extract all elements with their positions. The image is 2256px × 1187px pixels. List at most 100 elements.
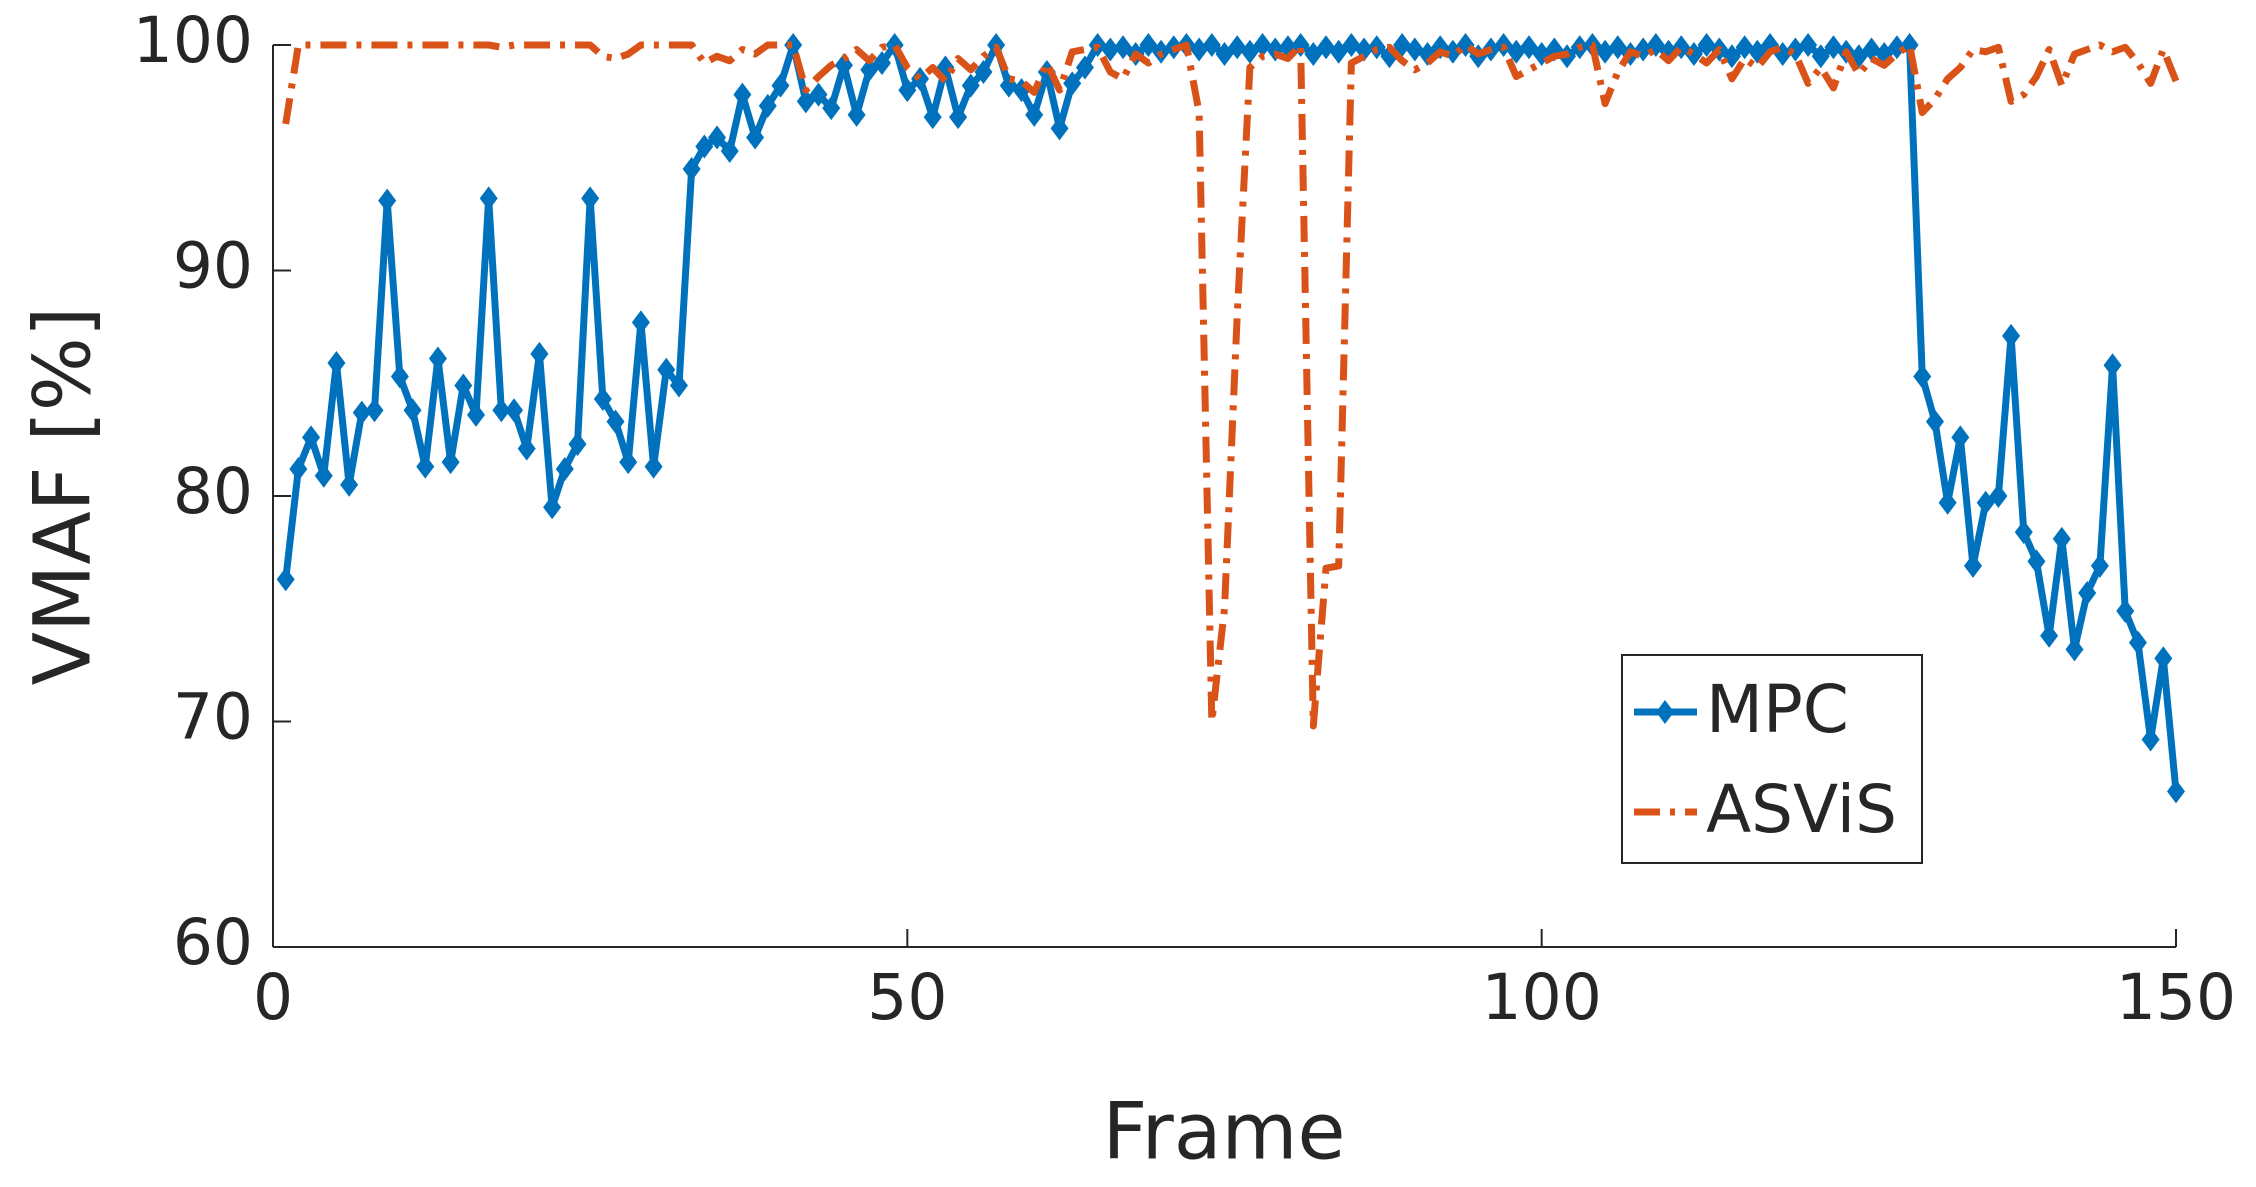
marker — [1507, 39, 1526, 64]
marker — [1228, 35, 1247, 60]
marker — [1964, 553, 1983, 578]
marker — [327, 350, 346, 375]
marker — [2027, 549, 2046, 574]
marker — [911, 66, 930, 91]
y-tick-label: 70 — [173, 681, 253, 754]
marker — [530, 341, 549, 366]
marker — [1025, 102, 1044, 127]
marker — [847, 102, 866, 127]
marker — [2167, 779, 2185, 804]
y-axis-label: VMAF [%] — [18, 307, 108, 686]
marker — [2065, 637, 2084, 662]
marker — [1938, 490, 1957, 515]
x-tick-label: 100 — [1482, 961, 1602, 1034]
y-tick-label: 90 — [173, 230, 253, 303]
marker — [2103, 353, 2122, 378]
marker — [454, 373, 473, 398]
marker — [441, 450, 460, 475]
y-tick-label: 100 — [133, 4, 253, 77]
marker — [733, 82, 752, 107]
marker — [631, 310, 650, 335]
x-axis-label: Frame — [1102, 1087, 1345, 1177]
marker — [974, 60, 993, 85]
marker — [505, 398, 524, 423]
marker — [949, 105, 968, 130]
marker — [1697, 33, 1716, 57]
marker — [340, 472, 359, 497]
marker — [352, 400, 371, 425]
marker — [1190, 37, 1209, 62]
marker — [1596, 39, 1615, 64]
marker — [1913, 364, 1932, 389]
marker — [1405, 37, 1424, 62]
marker — [2116, 599, 2135, 624]
marker — [708, 125, 727, 150]
marker — [695, 134, 714, 159]
marker — [872, 51, 891, 76]
series-line — [282, 41, 2180, 730]
marker — [1786, 37, 1805, 62]
marker — [517, 436, 536, 461]
marker — [1342, 33, 1361, 57]
marker — [822, 96, 841, 121]
marker — [1075, 55, 1094, 80]
marker — [1989, 484, 2008, 508]
marker — [1951, 425, 1970, 450]
marker — [898, 78, 917, 103]
marker — [492, 398, 511, 423]
marker — [593, 387, 612, 412]
marker — [276, 567, 295, 592]
marker — [682, 157, 701, 182]
marker — [555, 456, 574, 481]
marker — [1253, 33, 1272, 57]
marker — [1887, 35, 1906, 60]
marker — [771, 73, 790, 98]
marker — [657, 357, 676, 382]
marker — [1050, 116, 1069, 141]
marker — [720, 138, 739, 163]
marker — [2078, 580, 2097, 605]
marker — [2040, 623, 2059, 648]
marker — [746, 125, 765, 150]
legend-box — [1621, 654, 1923, 864]
y-tick-label: 60 — [173, 906, 253, 979]
marker — [1799, 33, 1818, 57]
marker — [606, 409, 625, 434]
marker — [466, 402, 485, 427]
marker — [2154, 646, 2173, 671]
marker — [479, 186, 498, 211]
marker — [809, 82, 828, 107]
marker — [302, 425, 321, 450]
marker — [961, 73, 980, 98]
marker — [390, 364, 409, 389]
marker — [2002, 323, 2021, 348]
marker — [1735, 35, 1754, 60]
marker — [314, 463, 333, 488]
marker — [619, 450, 638, 475]
marker — [416, 454, 435, 479]
marker — [581, 186, 600, 211]
marker — [644, 454, 663, 479]
marker — [2128, 630, 2147, 655]
x-tick-label: 150 — [2116, 961, 2236, 1034]
marker — [1316, 35, 1335, 60]
legend-label: MPC — [1706, 671, 1849, 748]
x-tick-label: 50 — [867, 961, 947, 1034]
marker — [784, 33, 803, 57]
marker — [1063, 71, 1082, 96]
legend-marker — [1656, 700, 1674, 724]
marker — [1862, 37, 1881, 62]
marker — [2052, 526, 2071, 551]
legend-label: ASViS — [1706, 771, 1897, 848]
marker — [2014, 520, 2033, 545]
marker — [1824, 35, 1843, 60]
marker — [1925, 409, 1944, 434]
marker — [403, 398, 422, 423]
marker — [1202, 33, 1221, 57]
marker — [923, 105, 942, 130]
marker — [999, 73, 1018, 98]
marker — [428, 346, 447, 371]
marker — [2090, 553, 2109, 578]
marker — [365, 398, 384, 423]
